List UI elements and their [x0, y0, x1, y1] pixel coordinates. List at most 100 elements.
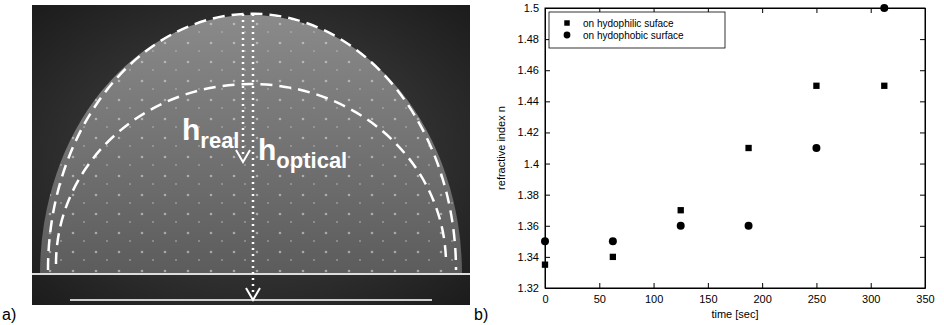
tick-label: 1.5	[524, 2, 539, 14]
point	[881, 83, 887, 89]
tick-mark	[920, 195, 925, 196]
tick-mark	[920, 132, 925, 133]
tick-label: 1.48	[518, 33, 539, 45]
tick	[920, 39, 925, 40]
point	[745, 145, 751, 151]
outline-optical	[56, 84, 446, 264]
tick-mark	[545, 164, 550, 165]
tick: 300	[862, 283, 880, 305]
tick	[920, 101, 925, 102]
height-label: hoptical	[258, 133, 347, 173]
point	[677, 222, 685, 230]
tick-mark	[599, 283, 600, 288]
legend-label: on hydophilic suface	[583, 18, 674, 29]
point	[880, 4, 888, 12]
data-points	[541, 4, 888, 268]
point	[610, 254, 616, 260]
tick: 200	[753, 283, 771, 305]
panel-label: b)	[474, 306, 488, 323]
tick-label: 1.42	[518, 126, 539, 138]
legend-marker	[564, 32, 571, 39]
tick	[920, 226, 925, 227]
tick	[920, 70, 925, 71]
tick-label: 1.46	[518, 64, 539, 76]
tick-mark	[816, 283, 817, 288]
figure: hreal hoptical a) b) 0 50 100 150 200 250 300 350 1.…	[0, 0, 944, 325]
point	[813, 83, 819, 89]
tick-mark	[920, 39, 925, 40]
legend-box	[549, 12, 725, 48]
tick-label: 1.32	[518, 282, 539, 294]
tick: 150	[699, 283, 717, 305]
tick-label: 200	[753, 293, 771, 305]
tick-label: 350	[916, 293, 934, 305]
tick	[920, 132, 925, 133]
x-axis: 0 50 100 150 200 250 300 350	[542, 283, 934, 305]
tick	[920, 195, 925, 196]
tick-label: 300	[862, 293, 880, 305]
legend: on hydophilic sufaceon hydophobic surfac…	[549, 12, 725, 48]
tick-mark	[654, 283, 655, 288]
tick: 50	[594, 283, 606, 305]
point	[678, 207, 684, 213]
point	[609, 237, 617, 245]
series	[541, 4, 888, 245]
photo-background	[32, 5, 470, 305]
tick-mark	[545, 101, 550, 102]
legend-marker	[564, 20, 569, 25]
droplet	[40, 15, 462, 274]
tick-mark	[816, 8, 817, 13]
point	[542, 262, 548, 268]
panel-label: a)	[2, 306, 16, 323]
tick-mark	[871, 283, 872, 288]
plot-frame	[545, 8, 925, 288]
tick-label: 1.34	[518, 251, 539, 263]
chart: 0 50 100 150 200 250 300 350 1.32 1.34 1.36 1.38 1.4…	[495, 2, 935, 320]
droplet-texture	[40, 15, 462, 274]
tick-mark	[545, 70, 550, 71]
x-axis-title: time [sec]	[711, 308, 758, 320]
point	[812, 144, 820, 152]
tick-label: 250	[808, 293, 826, 305]
point	[541, 237, 549, 245]
tick-label: 1.36	[518, 220, 539, 232]
arrow-optical	[252, 14, 255, 292]
height-label: hreal	[182, 113, 239, 153]
tick-mark	[545, 195, 550, 196]
tick	[816, 8, 817, 13]
tick-mark	[871, 8, 872, 13]
arrow-optical-head	[246, 288, 260, 300]
tick-label: 50	[594, 293, 606, 305]
tick-mark	[920, 226, 925, 227]
reflection-base	[70, 299, 432, 301]
tick-label: 0	[542, 293, 548, 305]
tick-mark	[545, 257, 550, 258]
arrow-real	[242, 14, 245, 154]
tick-label: 100	[645, 293, 663, 305]
tick-mark	[545, 226, 550, 227]
tick	[920, 164, 925, 165]
tick-mark	[762, 283, 763, 288]
tick: 100	[645, 283, 663, 305]
photo-panel: hreal hoptical	[32, 5, 470, 305]
tick	[762, 8, 763, 13]
tick-label: 1.44	[518, 95, 539, 107]
tick-mark	[545, 132, 550, 133]
tick: 1.4	[524, 158, 550, 170]
point	[745, 222, 753, 230]
tick-label: 1.38	[518, 189, 539, 201]
tick: 250	[808, 283, 826, 305]
tick-mark	[920, 257, 925, 258]
tick-mark	[920, 70, 925, 71]
substrate	[32, 273, 470, 275]
height-subscript: real	[200, 128, 239, 153]
tick-mark	[708, 283, 709, 288]
legend-label: on hydophobic surface	[583, 30, 684, 41]
series	[542, 83, 888, 268]
y-axis-title: refractive index n	[495, 106, 507, 190]
tick-label: 150	[699, 293, 717, 305]
tick	[871, 8, 872, 13]
tick	[920, 257, 925, 258]
tick-mark	[920, 164, 925, 165]
height-subscript: optical	[276, 148, 347, 173]
